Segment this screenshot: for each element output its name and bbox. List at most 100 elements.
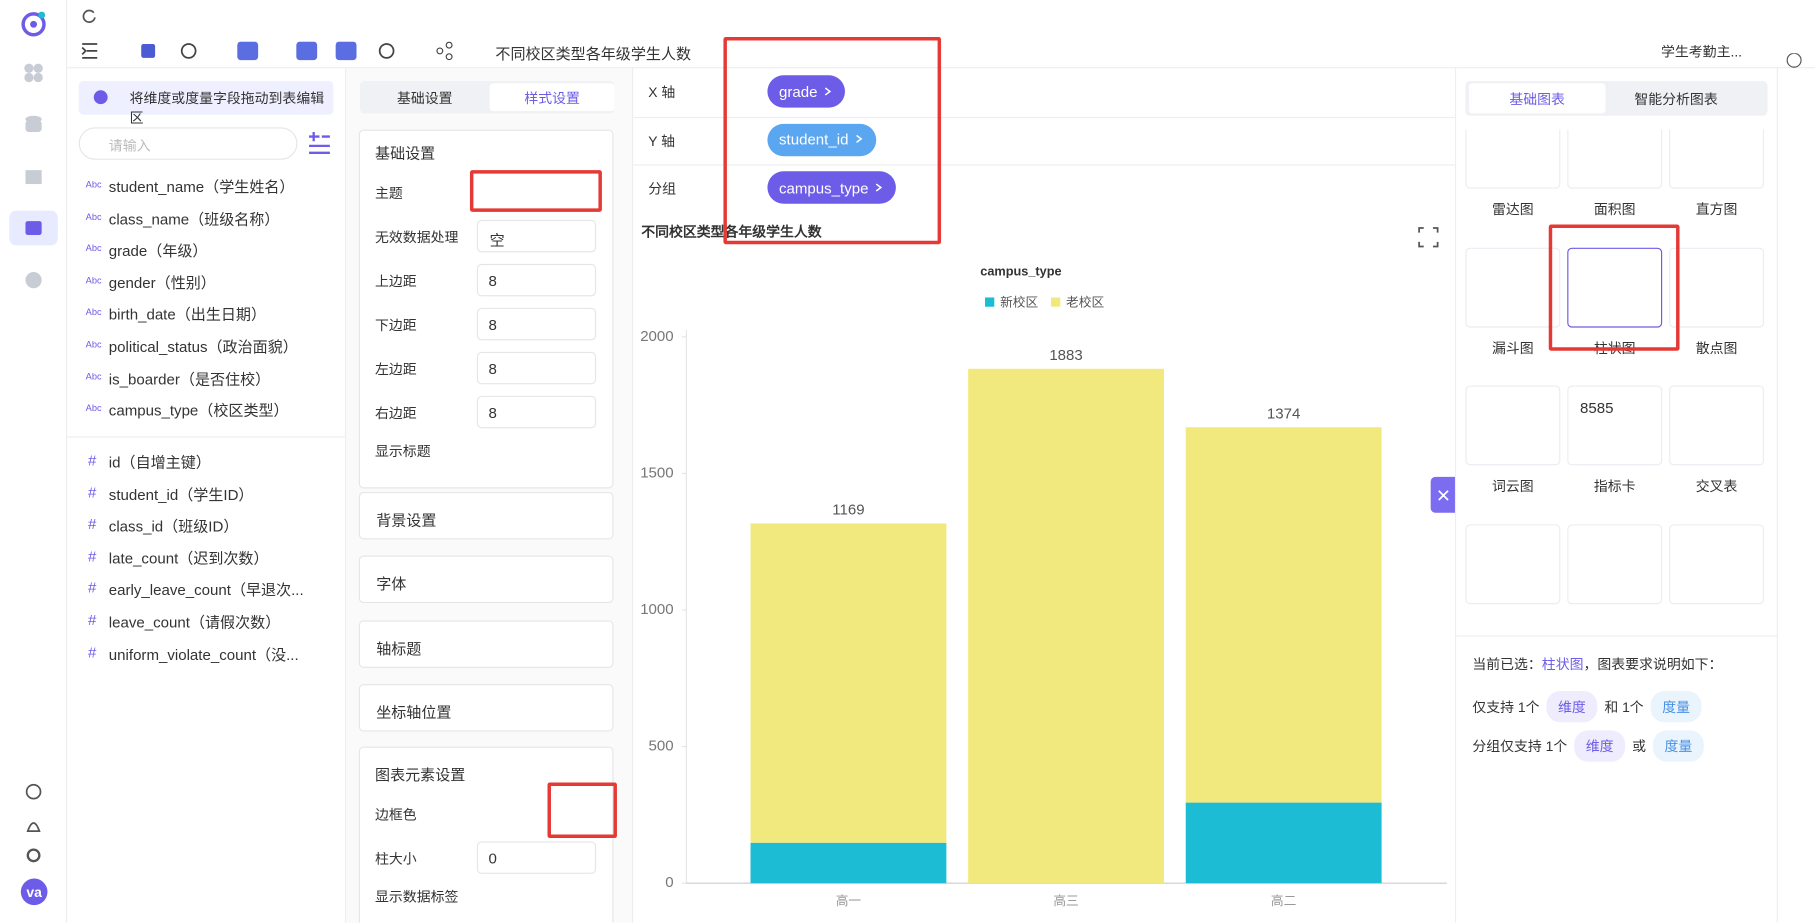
logo	[21, 11, 46, 37]
chart-type-card[interactable]	[1669, 129, 1765, 189]
tab[interactable]: 基础图表	[1468, 83, 1606, 114]
field-item[interactable]: early_leave_count（早退次...	[108, 581, 304, 599]
highlight	[723, 37, 942, 245]
chart-type-label[interactable]: 漏斗图	[1491, 339, 1534, 356]
chart-type-card[interactable]	[1669, 385, 1765, 466]
tag: 维度	[1546, 691, 1598, 723]
section[interactable]: 轴标题	[358, 620, 614, 668]
field-item[interactable]: is_boarder（是否住校）	[108, 369, 271, 388]
section[interactable]: 字体	[358, 555, 614, 604]
highlight	[547, 782, 617, 839]
divider	[1456, 635, 1778, 637]
highlight	[469, 170, 602, 212]
field-type: #	[87, 483, 97, 501]
field-type: Abc	[85, 371, 102, 382]
data-label: 1883	[1049, 347, 1082, 364]
field-item[interactable]: gender（性别）	[108, 274, 216, 292]
chart-type-label[interactable]: 散点图	[1695, 339, 1738, 356]
chart-type-label[interactable]: 直方图	[1695, 201, 1738, 218]
nav-icon[interactable]	[23, 63, 44, 84]
nav-icon[interactable]	[23, 167, 44, 188]
chart-type-card[interactable]	[1567, 247, 1663, 327]
chart-type-card[interactable]: 8585	[1567, 385, 1663, 466]
note-line: 仅支持 1个 维度和 1个 度量	[1472, 691, 1722, 723]
chart-type-label[interactable]: 词云图	[1491, 478, 1534, 495]
tab[interactable]: 智能分析图表	[1634, 90, 1718, 108]
legend-swatch	[1051, 297, 1061, 307]
select[interactable]: 空	[476, 219, 597, 253]
field-item[interactable]: birth_date（出生日期）	[108, 306, 267, 324]
field-type: #	[87, 579, 97, 597]
field-item[interactable]: political_status（政治面貌）	[108, 337, 298, 356]
avatar[interactable]: va	[20, 878, 48, 906]
field-item[interactable]: class_id（班级ID）	[108, 517, 239, 535]
field-item[interactable]: late_count（迟到次数）	[108, 549, 269, 567]
nav-icon[interactable]	[23, 270, 44, 291]
field-item[interactable]: campus_type（校区类型）	[108, 401, 289, 420]
fullscreen-icon[interactable]	[1418, 227, 1439, 248]
section[interactable]: 背景设置	[358, 491, 614, 540]
data-label: 1374	[1267, 405, 1300, 422]
encoding-panel: X 轴 grade Y 轴 student_id 分组 campus_type	[633, 68, 1455, 212]
note-text: 或	[1632, 738, 1647, 755]
field-item[interactable]: leave_count（请假次数）	[108, 613, 281, 631]
nav-bottom-icons[interactable]	[24, 782, 43, 898]
number-input[interactable]: 0	[476, 841, 597, 874]
chart-type-label[interactable]: 雷达图	[1491, 201, 1534, 218]
field-item[interactable]: uniform_violate_count（没...	[108, 645, 299, 663]
tag: 维度	[1574, 730, 1626, 762]
field-item[interactable]: grade（年级）	[108, 242, 208, 260]
section[interactable]: 坐标轴位置	[358, 684, 614, 732]
nav-icon[interactable]	[23, 115, 44, 136]
chart: 不同校区类型各年级学生人数 campus_type 0 500 1000 1500 20…	[640, 223, 1447, 908]
chart-type-label[interactable]: 交叉表	[1695, 478, 1738, 495]
chart-type-card[interactable]	[1669, 523, 1765, 604]
note-selected: 柱状图	[1541, 656, 1584, 673]
bar	[750, 842, 947, 884]
chart-type-card[interactable]	[1465, 523, 1561, 604]
number-input[interactable]: 8	[476, 307, 597, 341]
bar	[1185, 427, 1382, 803]
tab[interactable]: 基础设置	[397, 89, 453, 106]
info-icon[interactable]	[1786, 53, 1802, 68]
tag: 度量	[1650, 691, 1702, 723]
tab[interactable]: 样式设置	[489, 83, 615, 112]
chart-type-label[interactable]: 面积图	[1593, 201, 1636, 218]
number-input[interactable]: 8	[476, 351, 597, 385]
field-item[interactable]: class_name（班级名称）	[108, 210, 280, 228]
chart-type-card[interactable]	[1567, 523, 1663, 604]
field-item[interactable]: student_name（学生姓名）	[108, 178, 295, 196]
field-type: Abc	[85, 211, 102, 222]
bar	[750, 523, 947, 843]
add-field-icon[interactable]	[308, 131, 331, 156]
collapse-button[interactable]	[1430, 476, 1455, 513]
number-input[interactable]: 8	[476, 263, 597, 297]
field-pill[interactable]: grade	[767, 75, 846, 108]
chart-type-card[interactable]	[1669, 247, 1765, 327]
field-panel: 将维度或度量字段拖动到表编辑区 请输入 Abc student_name（学生姓名…	[67, 68, 347, 923]
field-item[interactable]: id（自增主键）	[108, 453, 211, 472]
field-pill[interactable]: student_id	[767, 123, 877, 156]
toolbar-icons[interactable]	[81, 41, 475, 61]
y-tick-label: 500	[649, 738, 674, 755]
field-pill[interactable]: campus_type	[767, 171, 897, 204]
dataset-name[interactable]: 学生考勤主...	[1661, 43, 1743, 61]
nav-icon[interactable]	[23, 218, 44, 239]
setting-label: 显示标题	[375, 443, 431, 460]
chart-type-card[interactable]	[1465, 129, 1561, 189]
refresh-icon[interactable]	[81, 8, 97, 24]
number-input[interactable]: 8	[476, 395, 597, 429]
field-type: Abc	[85, 403, 102, 414]
chart-type-card[interactable]	[1567, 129, 1663, 189]
chart-type-label[interactable]: 指标卡	[1593, 478, 1636, 495]
metric-sample: 8585	[1579, 399, 1614, 417]
field-item[interactable]: student_id（学生ID）	[108, 485, 254, 504]
search-input[interactable]: 请输入	[78, 127, 298, 160]
hint-icon	[93, 90, 108, 105]
chart-type-card[interactable]	[1465, 247, 1561, 327]
chart-type-grid: 雷达图 面积图 直方图 漏斗图 柱状图 散点图 词云图 8585 指标卡 交叉表	[1456, 129, 1769, 622]
chart-type-card[interactable]	[1465, 385, 1561, 466]
axis-label: Y 轴	[648, 132, 675, 149]
setting-label: 边框色	[375, 806, 417, 823]
